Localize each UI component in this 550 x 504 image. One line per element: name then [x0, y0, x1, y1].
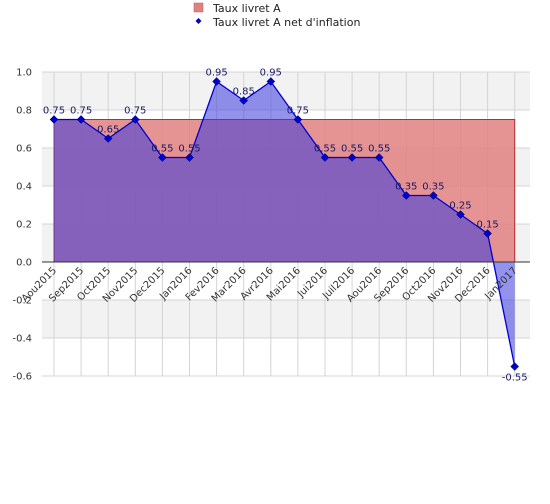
data-label: 0.95	[205, 68, 227, 79]
data-label: 0.55	[314, 144, 336, 155]
y-tick-labels: 1.0 0.8 0.6 0.4 0.2 0.0 -0.2 -0.4 -0.6	[12, 68, 32, 383]
data-point	[456, 210, 465, 219]
data-points	[49, 77, 520, 371]
data-label: 0.55	[368, 144, 390, 155]
data-point	[293, 115, 303, 124]
data-point	[49, 115, 59, 124]
data-point	[158, 153, 167, 162]
data-point	[510, 362, 520, 371]
legend-label-taux-net-inflation: Taux livret A net d'inflation	[212, 16, 360, 29]
y-tick-label: -0.2	[12, 296, 32, 307]
data-label: 0.55	[178, 144, 200, 155]
data-point	[320, 153, 330, 162]
y-tick-label: 0.8	[16, 106, 32, 117]
data-label: 0.95	[260, 68, 282, 79]
data-labels: 0.75 0.75 0.65 0.75 0.55 0.55 0.95 0.85 0.95 0.75…	[43, 68, 528, 384]
data-point	[76, 115, 86, 124]
data-point	[401, 191, 411, 200]
data-point	[103, 134, 113, 143]
data-label: 0.75	[124, 106, 146, 117]
data-point	[347, 153, 357, 162]
legend-marker-taux-net-inflation	[195, 18, 202, 24]
data-label: 0.15	[476, 220, 498, 231]
data-point	[212, 77, 221, 86]
y-tick-label: 0.0	[16, 258, 32, 269]
data-label: -0.55	[502, 373, 528, 384]
data-label: 0.65	[97, 125, 119, 136]
legend-label-taux-livret-a: Taux livret A	[212, 2, 281, 15]
data-point	[266, 77, 276, 86]
data-label: 0.75	[43, 106, 65, 117]
data-label: 0.25	[449, 201, 471, 212]
data-point	[374, 153, 384, 162]
legend: Taux livret A Taux livret A net d'inflat…	[193, 2, 360, 29]
x-tick-labels: Aou2015Sep2015Oct2015Nov2015Dec2015Jan20…	[20, 265, 520, 305]
legend-swatch-taux-livret-a	[193, 2, 204, 13]
y-tick-label: 0.4	[16, 182, 32, 193]
data-point	[185, 153, 194, 162]
data-point	[429, 191, 438, 200]
data-point	[483, 229, 492, 238]
data-label: 0.35	[422, 182, 444, 193]
data-label: 0.75	[287, 106, 309, 117]
legend-item-taux-livret-a: Taux livret A	[193, 2, 281, 15]
data-label: 0.35	[395, 182, 417, 193]
data-point	[130, 115, 140, 124]
line-taux-net-inflation	[54, 80, 516, 367]
data-label: 0.75	[70, 106, 92, 117]
legend-item-taux-net-inflation: Taux livret A net d'inflation	[195, 16, 360, 29]
background-band	[42, 300, 530, 338]
y-tick-label: 0.6	[16, 144, 32, 155]
y-tick-label: 1.0	[16, 68, 32, 79]
y-tick-label: 0.2	[16, 220, 32, 231]
y-tick-label: -0.4	[12, 334, 32, 345]
area-taux-net-inflation	[54, 81, 515, 367]
data-label: 0.55	[151, 144, 173, 155]
y-tick-label: -0.6	[12, 372, 32, 383]
data-point	[239, 96, 249, 105]
data-label: 0.55	[341, 144, 363, 155]
data-label: 0.85	[233, 87, 255, 98]
